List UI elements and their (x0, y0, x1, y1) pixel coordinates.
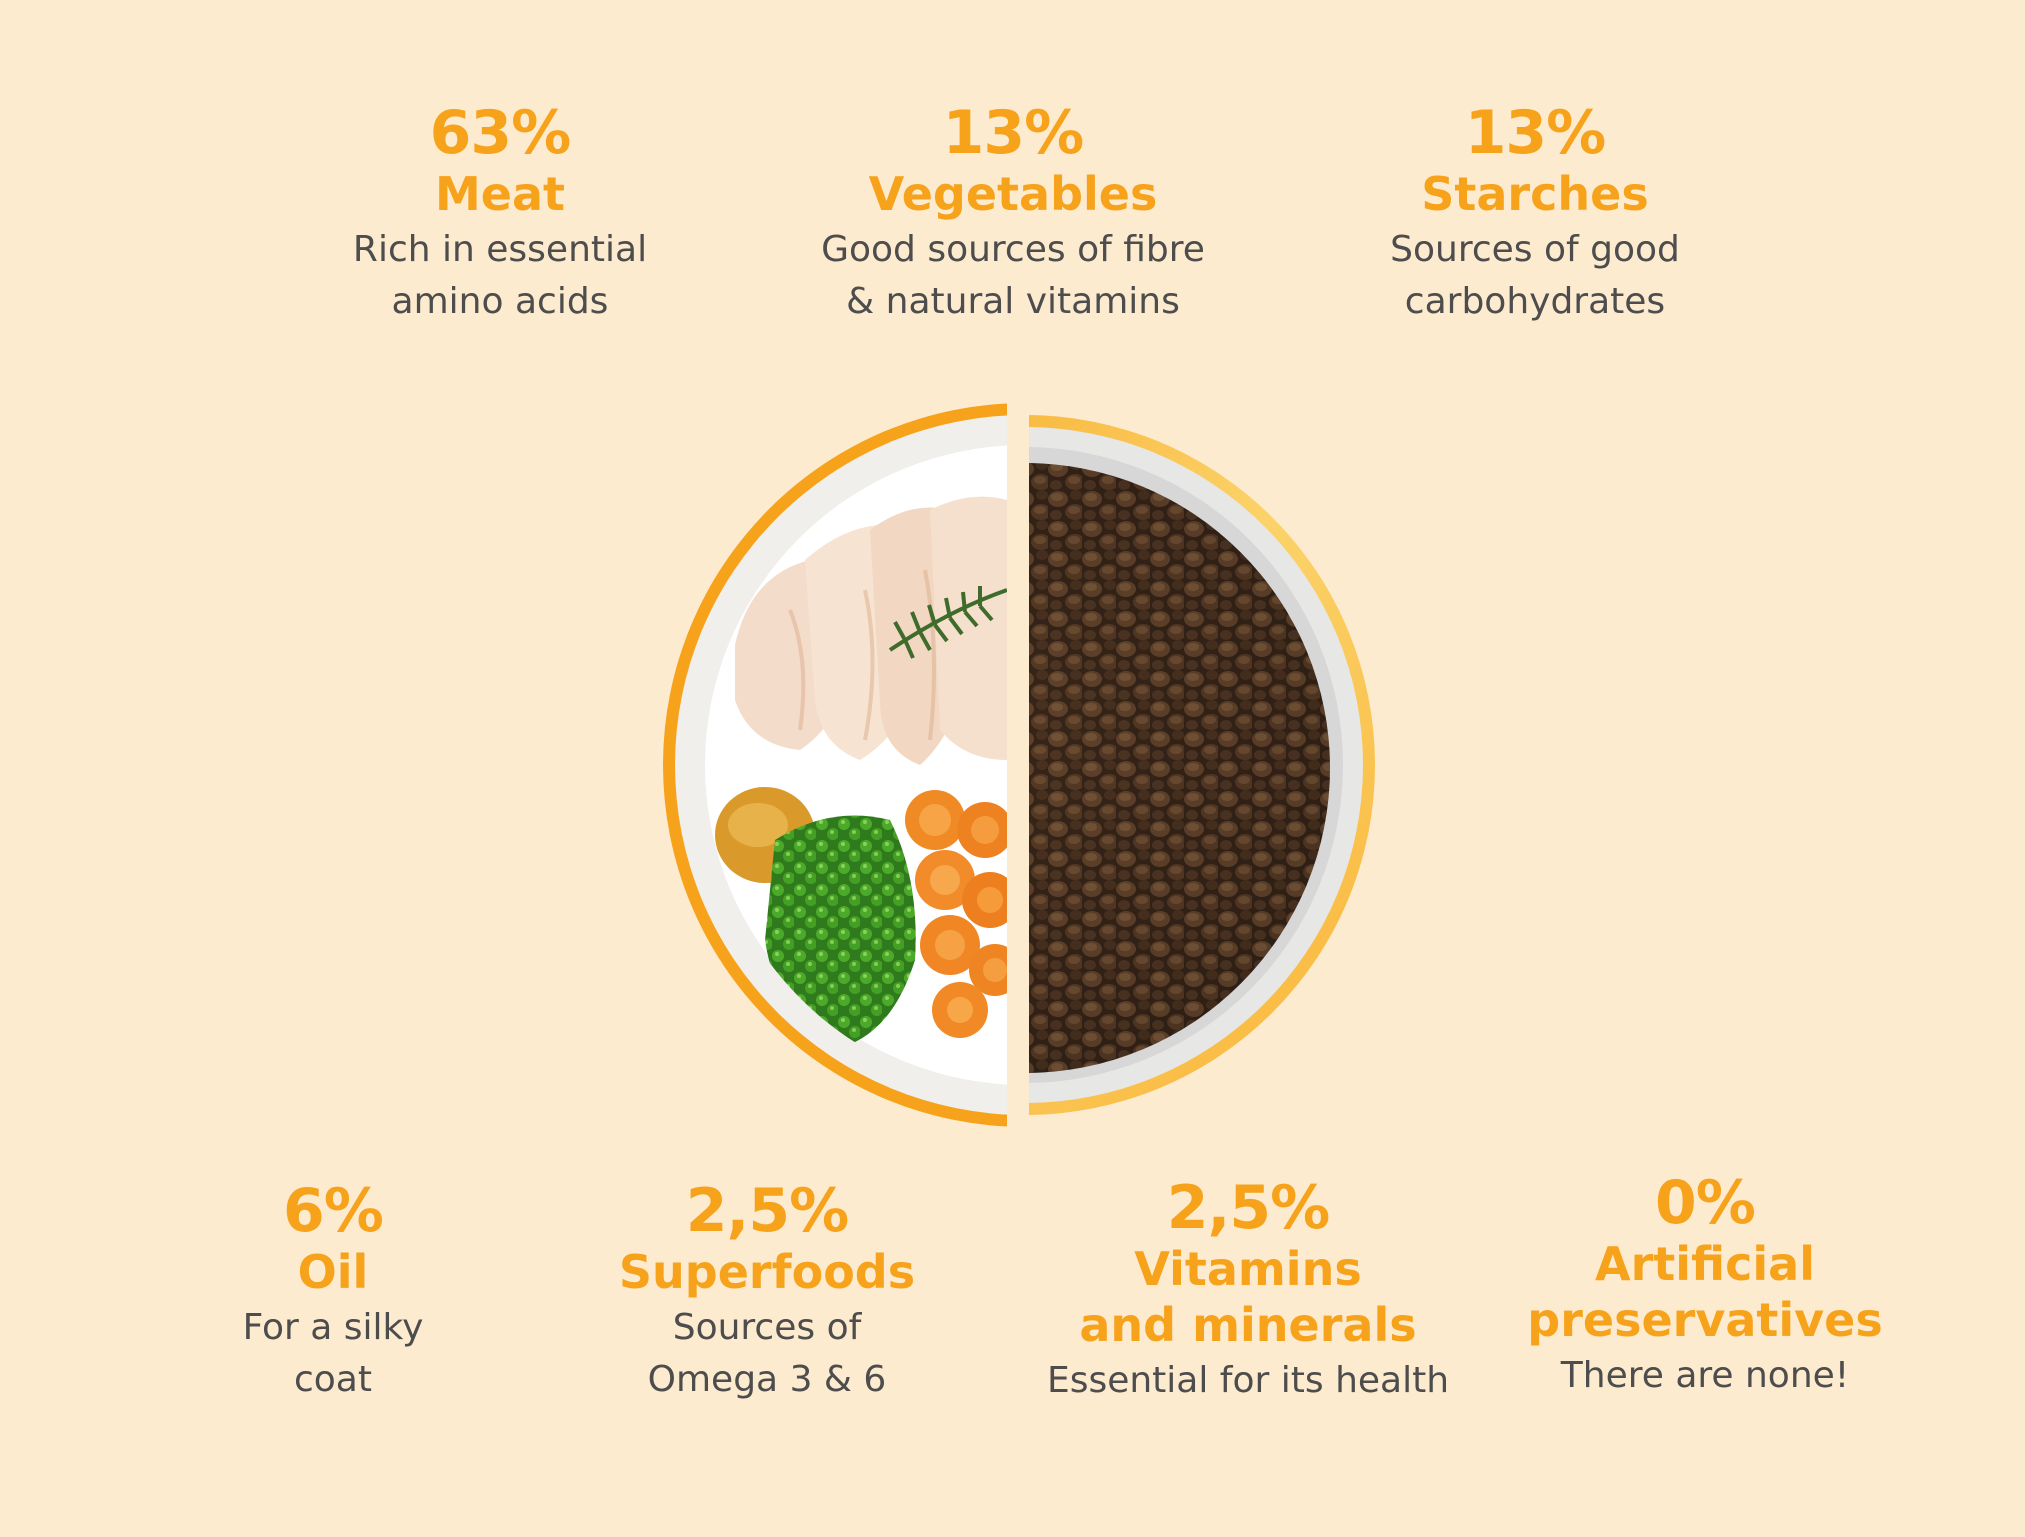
stat-description: There are none! (1560, 1355, 1850, 1396)
stat-description: For a silky coat (242, 1307, 424, 1400)
stat-percent: 0% (1655, 1168, 1756, 1238)
kibble-half (1029, 415, 1375, 1115)
stat-description: Rich in essential amino acids (352, 229, 648, 322)
stat-name: Vitamins and minerals (1079, 1242, 1417, 1352)
stat-percent: 2,5% (1166, 1173, 1330, 1243)
stat-percent: 13% (942, 98, 1085, 168)
fresh-ingredients-half (663, 403, 1007, 1127)
stat-description: Sources of good carbohydrates (1390, 229, 1680, 322)
stat-name: Artificial preservatives (1527, 1237, 1883, 1347)
stat-name: Oil (297, 1245, 369, 1299)
rosemary-sprig (888, 586, 1007, 659)
stat-description: Good sources of fibre & natural vitamins (821, 229, 1205, 322)
green-peas (765, 815, 916, 1050)
food-bowl-illustration (663, 403, 1375, 1127)
stat-superfoods: 2,5% Superfoods Sources of Omega 3 & 6 (619, 1178, 915, 1406)
stat-name: Starches (1421, 167, 1649, 221)
stat-percent: 2,5% (685, 1176, 849, 1246)
stat-name: Superfoods (618, 1245, 916, 1299)
stat-description: Essential for its health (1046, 1360, 1450, 1401)
stat-oil: 6% Oil For a silky coat (243, 1178, 424, 1406)
carrot-slices (905, 790, 1007, 1038)
stat-artificial-preservatives: 0% Artificial preservatives There are no… (1527, 1170, 1882, 1402)
stat-percent: 63% (429, 98, 572, 168)
stat-vegetables: 13% Vegetables Good sources of fibre & n… (821, 100, 1205, 328)
stat-name: Meat (434, 167, 566, 221)
stat-meat: 63% Meat Rich in essential amino acids (353, 100, 647, 328)
stat-percent: 6% (283, 1176, 384, 1246)
stat-name: Vegetables (868, 167, 1158, 221)
stat-description: Sources of Omega 3 & 6 (647, 1307, 887, 1400)
stat-vitamins-minerals: 2,5% Vitamins and minerals Essential for… (1047, 1175, 1449, 1407)
stat-starches: 13% Starches Sources of good carbohydrat… (1390, 100, 1680, 328)
stat-percent: 13% (1464, 98, 1607, 168)
